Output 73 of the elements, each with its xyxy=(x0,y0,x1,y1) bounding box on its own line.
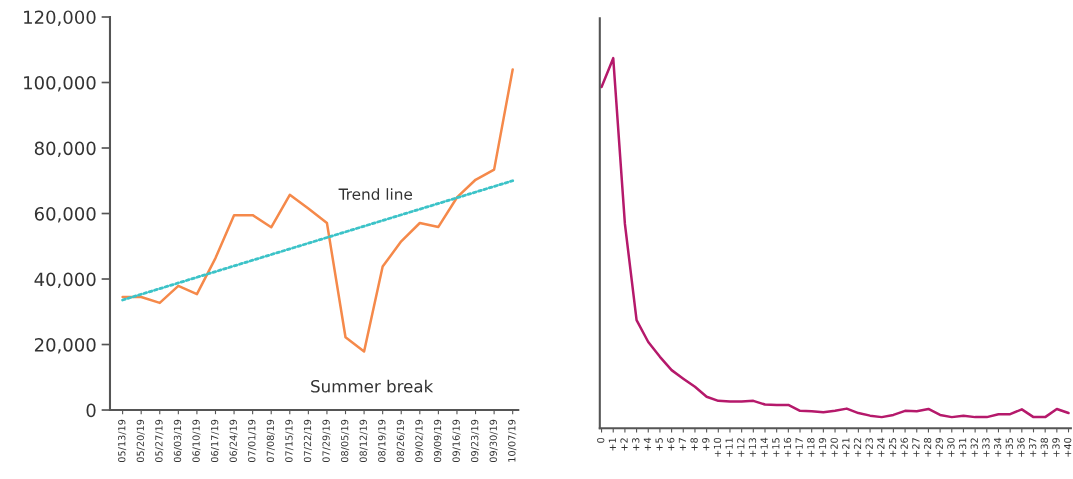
x-tick-label: +34 xyxy=(993,437,1002,457)
x-tick-label: +36 xyxy=(1017,437,1025,457)
x-tick-label: +6 xyxy=(667,437,675,451)
x-tick-label: +35 xyxy=(1005,438,1013,457)
x-tick-label: +23 xyxy=(865,438,873,457)
y-tick-label: 20,000 xyxy=(34,337,96,354)
x-tick-label: +20 xyxy=(830,437,838,457)
x-tick-label: 10/07/19 xyxy=(508,419,517,462)
x-tick-label: +31 xyxy=(958,438,967,457)
annotation: Trend line xyxy=(338,188,413,200)
x-tick-label: +17 xyxy=(795,438,803,457)
y-tick-label: 80,000 xyxy=(34,141,96,157)
x-tick-label: +26 xyxy=(900,437,908,457)
x-tick-label: +27 xyxy=(912,438,920,457)
x-tick-label: +18 xyxy=(807,437,815,457)
x-tick-label: +24 xyxy=(877,437,885,457)
x-tick-label: +21 xyxy=(842,438,850,457)
annotation: Summer break xyxy=(311,379,434,393)
x-tick-label: 09/30/19 xyxy=(489,419,498,463)
x-tick-label: 08/19/19 xyxy=(378,419,387,463)
x-tick-label: 08/12/19 xyxy=(359,419,368,463)
x-tick-label: +14 xyxy=(760,437,768,457)
x-tick-label: +39 xyxy=(1052,437,1060,457)
x-tick-label: 08/05/19 xyxy=(340,419,350,463)
x-tick-label: 09/02/19 xyxy=(415,419,424,463)
x-tick-label: +12 xyxy=(737,438,745,457)
x-tick-label: +28 xyxy=(923,437,932,457)
x-tick-label: +5 xyxy=(655,438,663,451)
x-tick-label: +9 xyxy=(702,437,710,451)
x-tick-label: 0 xyxy=(597,437,605,443)
x-tick-label: +37 xyxy=(1028,438,1037,457)
x-tick-label: 09/16/19 xyxy=(452,419,461,463)
x-tick-label: +16 xyxy=(783,437,792,457)
x-tick-label: +8 xyxy=(690,437,698,451)
x-tick-label: 06/17/19 xyxy=(210,419,220,463)
x-tick-label: 08/26/19 xyxy=(396,419,405,463)
y-tick-label: 100,000 xyxy=(24,75,96,92)
x-tick-label: +1 xyxy=(608,438,616,451)
x-tick-label: 05/20/19 xyxy=(136,419,145,463)
x-tick-label: +4 xyxy=(643,437,651,451)
y-tick-label: 0 xyxy=(86,403,96,418)
x-tick-label: 07/15/19 xyxy=(285,419,294,463)
x-tick-label: +7 xyxy=(678,438,686,451)
x-tick-label: 05/27/19 xyxy=(155,419,164,463)
x-tick-label: +29 xyxy=(935,437,943,457)
x-tick-label: 06/10/19 xyxy=(192,419,201,463)
x-tick-label: +30 xyxy=(947,437,955,457)
y-tick-label: 40,000 xyxy=(34,272,96,288)
x-tick-label: +32 xyxy=(970,438,978,457)
x-tick-label: 09/23/19 xyxy=(471,419,480,463)
x-tick-label: +19 xyxy=(818,437,827,457)
x-tick-label: +33 xyxy=(982,438,990,457)
x-tick-label: 07/22/19 xyxy=(303,419,312,463)
x-tick-label: +11 xyxy=(725,438,733,457)
x-tick-label: 07/01/19 xyxy=(248,419,257,463)
x-tick-label: 06/24/19 xyxy=(229,419,238,463)
x-tick-label: +25 xyxy=(888,438,897,457)
y-tick-label: 60,000 xyxy=(34,206,96,223)
x-tick-label: +38 xyxy=(1040,437,1048,457)
x-tick-label: +13 xyxy=(748,438,757,457)
x-tick-label: 09/09/19 xyxy=(433,419,442,463)
x-tick-label: 05/13/19 xyxy=(118,419,127,463)
line-series xyxy=(121,68,514,353)
x-tick-label: 07/08/19 xyxy=(266,419,275,463)
x-tick-label: +2 xyxy=(620,438,628,451)
x-tick-label: +3 xyxy=(632,438,640,451)
x-tick-label: +22 xyxy=(853,438,862,457)
x-tick-label: +15 xyxy=(772,438,780,457)
x-tick-label: +40 xyxy=(1063,437,1072,457)
x-tick-label: 07/29/19 xyxy=(322,419,331,463)
x-tick-label: +10 xyxy=(713,437,722,457)
y-tick-label: 120,000 xyxy=(24,10,96,26)
x-tick-label: 06/03/19 xyxy=(173,419,182,463)
